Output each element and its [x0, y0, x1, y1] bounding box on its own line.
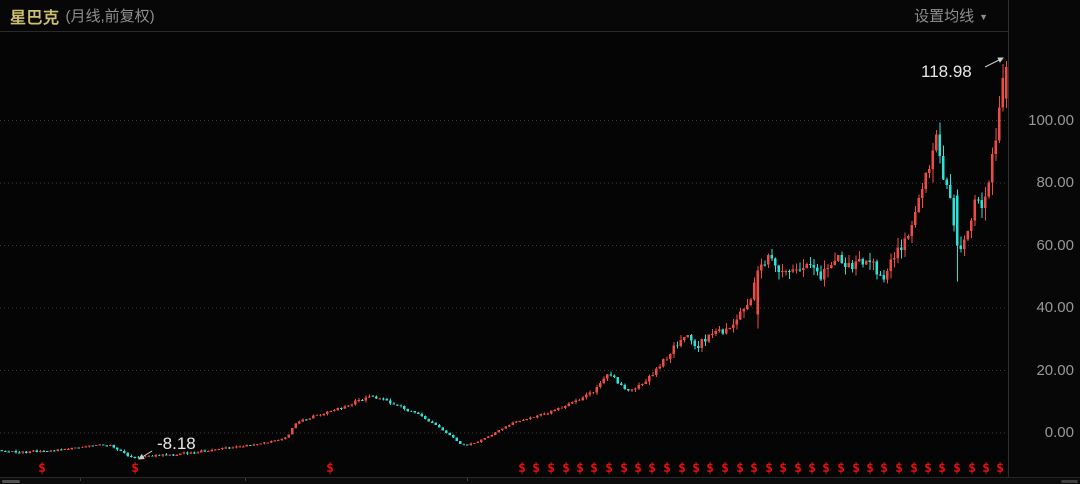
- dividend-icon: $: [938, 461, 946, 476]
- dividend-icon: $: [634, 461, 642, 476]
- dividend-icon: $: [837, 461, 845, 476]
- y-axis-label: 20.00: [1036, 361, 1074, 379]
- dividend-icon: $: [895, 461, 903, 476]
- y-axis-label: 100.00: [1028, 111, 1074, 129]
- ma-settings-menu[interactable]: 设置均线 ▼: [914, 5, 988, 26]
- dividend-icon: $: [996, 461, 1004, 476]
- dividend-icon: $: [590, 461, 598, 476]
- chevron-down-icon: ▼: [979, 11, 988, 22]
- dividend-icon: $: [765, 461, 773, 476]
- dividend-icon: $: [326, 461, 334, 476]
- dividend-icon: $: [605, 461, 613, 476]
- price-annotation: -8.18: [157, 434, 196, 453]
- x-axis-tick: [80, 478, 81, 481]
- instrument-title: 星巴克: [10, 9, 60, 27]
- dividend-icon: $: [794, 461, 802, 476]
- dividend-icon: $: [982, 461, 990, 476]
- dividend-icon: $: [852, 461, 860, 476]
- dividend-icon: $: [38, 461, 46, 476]
- x-axis-scrollbar-strip: [0, 477, 1080, 484]
- dividend-icon: $: [924, 461, 932, 476]
- price-annotations: 118.98 -8.18: [138, 57, 1004, 460]
- y-axis-label: 60.00: [1036, 236, 1074, 254]
- dividend-icon: $: [910, 461, 918, 476]
- y-axis-label: 80.00: [1036, 174, 1074, 191]
- ma-settings-label: 设置均线: [914, 8, 975, 25]
- dividend-icon: $: [808, 461, 816, 476]
- y-axis-label: 40.00: [1036, 299, 1074, 316]
- dividend-icon: $: [706, 461, 714, 476]
- y-axis-label: 0.00: [1044, 424, 1074, 441]
- scrollbar-thumb-right[interactable]: [1061, 480, 1078, 483]
- dividend-icon: $: [692, 461, 700, 476]
- dividend-icon: $: [736, 461, 744, 476]
- dividend-icon: $: [532, 461, 540, 476]
- dividend-icon: $: [131, 461, 139, 476]
- dividend-icon: $: [663, 461, 671, 476]
- x-axis-tick: [245, 478, 246, 481]
- dividend-icon: $: [678, 461, 686, 476]
- dividend-icon: $: [721, 461, 729, 476]
- dividend-markers: $ $ $ $ $ $ $ $ $ $ $ $ $ $ $ $ $ $ $ $ $ $ $ $ $ $ $ $ $ $ $ $ $ $ $ $ $: [38, 461, 1004, 476]
- dividend-icon: $: [547, 461, 555, 476]
- candlestick-chart[interactable]: $ $ $ $ $ $ $ $ $ $ $ $ $ $ $ $ $ $ $ $ $ $ $ $ $ $ $ $ $ $ $ $ $ $ $ $ $ 11…: [0, 32, 1008, 477]
- dividend-icon: $: [866, 461, 874, 476]
- y-axis: 100.00 80.00 60.00 40.00 20.00 0.00: [1008, 0, 1080, 477]
- gridlines: [0, 120, 1008, 434]
- dividend-icon: $: [562, 461, 570, 476]
- dividend-icon: $: [779, 461, 787, 476]
- dividend-icon: $: [620, 461, 628, 476]
- chart-header: 星巴克 (月线,前复权) 设置均线 ▼: [0, 0, 1008, 32]
- dividend-icon: $: [822, 461, 830, 476]
- x-axis-tick: [467, 478, 468, 481]
- dividend-icon: $: [518, 461, 526, 476]
- scrollbar-thumb-left[interactable]: [2, 480, 20, 483]
- dividend-icon: $: [750, 461, 758, 476]
- dividend-icon: $: [648, 461, 656, 476]
- dividend-icon: $: [968, 461, 976, 476]
- dividend-icon: $: [953, 461, 961, 476]
- dividend-icon: $: [880, 461, 888, 476]
- price-annotation: 118.98: [921, 62, 972, 81]
- chart-area[interactable]: $ $ $ $ $ $ $ $ $ $ $ $ $ $ $ $ $ $ $ $ $ $ $ $ $ $ $ $ $ $ $ $ $ $ $ $ $ 11…: [0, 32, 1008, 477]
- candle-series: [0, 61, 1008, 459]
- dividend-icon: $: [576, 461, 584, 476]
- period-adjustment-label: (月线,前复权): [65, 8, 155, 25]
